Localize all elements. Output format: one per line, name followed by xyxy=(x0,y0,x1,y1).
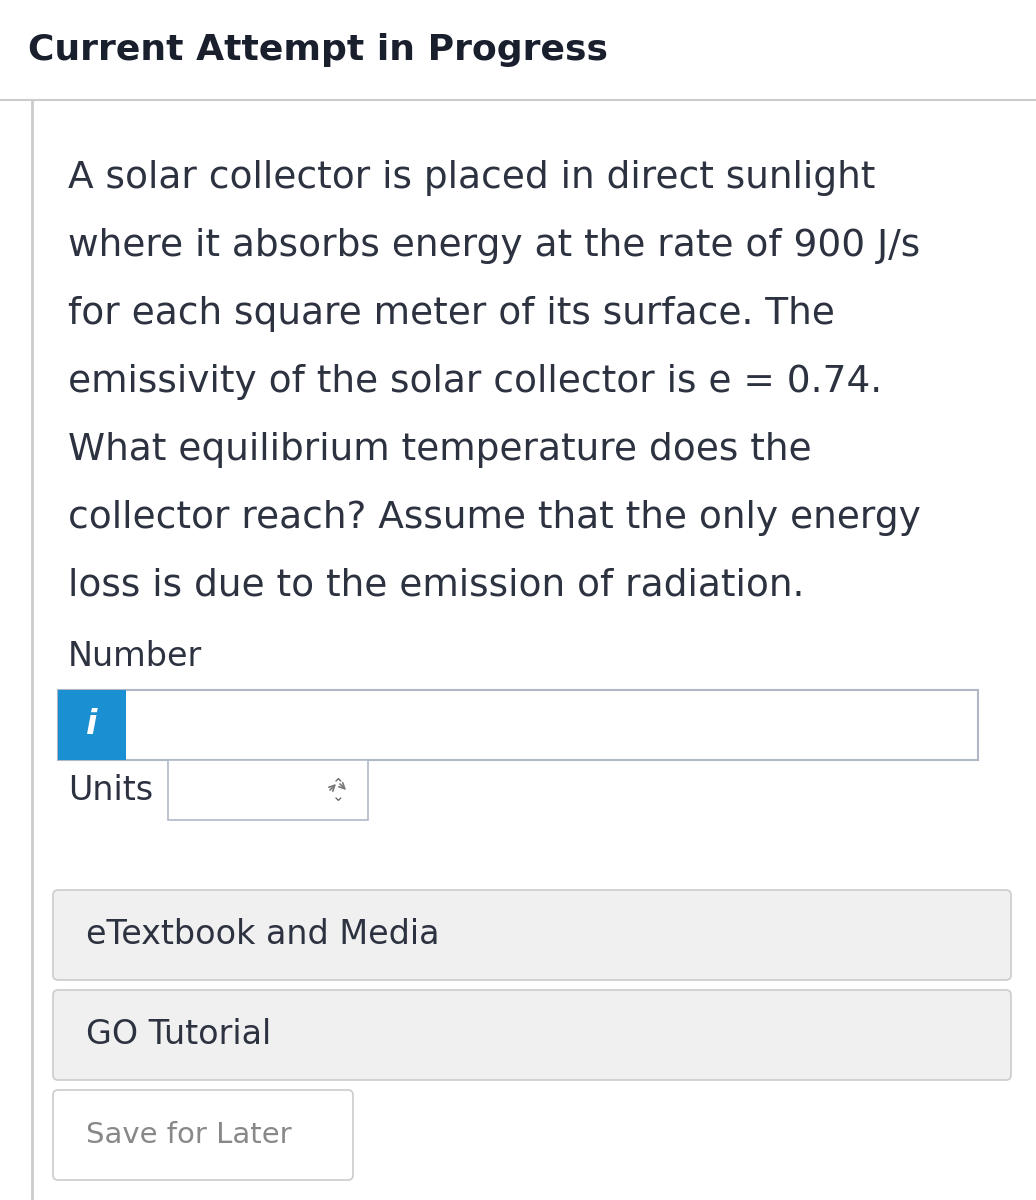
Text: emissivity of the solar collector is e = 0.74.: emissivity of the solar collector is e =… xyxy=(68,364,882,400)
Text: Number: Number xyxy=(68,640,202,673)
Text: Units: Units xyxy=(68,774,153,806)
Text: for each square meter of its surface. The: for each square meter of its surface. Th… xyxy=(68,296,835,332)
Text: GO Tutorial: GO Tutorial xyxy=(86,1019,271,1051)
Bar xyxy=(168,760,368,820)
Text: Current Attempt in Progress: Current Attempt in Progress xyxy=(28,32,608,67)
Text: i: i xyxy=(86,708,97,742)
FancyBboxPatch shape xyxy=(53,890,1011,980)
Text: What equilibrium temperature does the: What equilibrium temperature does the xyxy=(68,432,811,468)
Text: A solar collector is placed in direct sunlight: A solar collector is placed in direct su… xyxy=(68,160,875,196)
Bar xyxy=(58,690,126,760)
Text: where it absorbs energy at the rate of 900 J/s: where it absorbs energy at the rate of 9… xyxy=(68,228,920,264)
Text: loss is due to the emission of radiation.: loss is due to the emission of radiation… xyxy=(68,568,804,604)
FancyBboxPatch shape xyxy=(53,1090,353,1180)
Bar xyxy=(58,690,978,760)
Text: ⌃
⌄: ⌃ ⌄ xyxy=(332,776,344,804)
Text: Save for Later: Save for Later xyxy=(86,1121,291,1150)
Text: eTextbook and Media: eTextbook and Media xyxy=(86,918,439,952)
Text: collector reach? Assume that the only energy: collector reach? Assume that the only en… xyxy=(68,500,921,536)
Bar xyxy=(0,0,1036,100)
FancyBboxPatch shape xyxy=(53,990,1011,1080)
